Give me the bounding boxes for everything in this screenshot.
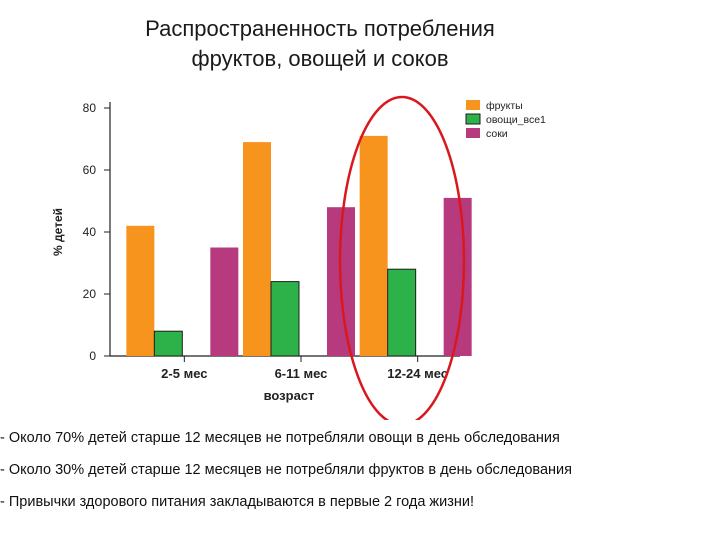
bar-овощи_все1-6-11 мес	[271, 281, 299, 356]
bar-outline	[153, 330, 183, 357]
x-axis-label: возраст	[264, 388, 315, 403]
bar-outline	[270, 281, 300, 357]
legend-label-соки: соки	[486, 128, 508, 140]
x-tick-label: 2-5 мес	[161, 366, 207, 381]
legend-label-овощи_все1: овощи_все1	[486, 114, 546, 126]
y-tick-label: 60	[83, 163, 97, 177]
note-1: - Около 70% детей старше 12 месяцев не п…	[0, 430, 560, 446]
bar-овощи_все1-12-24 мес	[387, 269, 416, 356]
bar-outline	[387, 268, 417, 357]
legend-swatch-соки	[466, 128, 480, 138]
note-3: - Привычки здорового питания закладывают…	[0, 494, 474, 510]
bar-фрукты-12-24 мес	[359, 135, 388, 356]
legend-swatch-фрукты	[466, 100, 480, 110]
y-tick-label: 80	[83, 101, 97, 115]
y-tick-label: 0	[89, 349, 96, 363]
x-tick-label: 6-11 мес	[275, 366, 328, 381]
slide-title-line-2: фруктов, овощей и соков	[191, 46, 449, 71]
bar-фрукты-2-5 мес	[126, 225, 155, 356]
bar-chart: 0 20 40 60 80 % детей 2-5 мес 6-11 мес 12-24 мес…	[51, 95, 546, 420]
bar-овощи_все1-2-5 мес	[154, 331, 183, 356]
slide-title-line-1: Распространенность потребления	[145, 16, 495, 41]
legend-label-фрукты: фрукты	[486, 100, 523, 112]
y-axis-label: % детей	[51, 208, 65, 256]
y-tick-label: 40	[83, 225, 97, 239]
legend-swatch-овощи_все1	[465, 113, 481, 125]
x-tick-label: 12-24 мес	[387, 366, 448, 381]
highlight-ellipse	[338, 95, 466, 420]
note-2: - Около 30% детей старше 12 месяцев не п…	[0, 462, 572, 478]
bar-фрукты-6-11 мес	[243, 142, 271, 356]
bar-соки-2-5 мес	[210, 247, 239, 356]
slide-title: Распространенность потребления фруктов, …	[60, 14, 580, 74]
y-tick-label: 20	[83, 287, 97, 301]
